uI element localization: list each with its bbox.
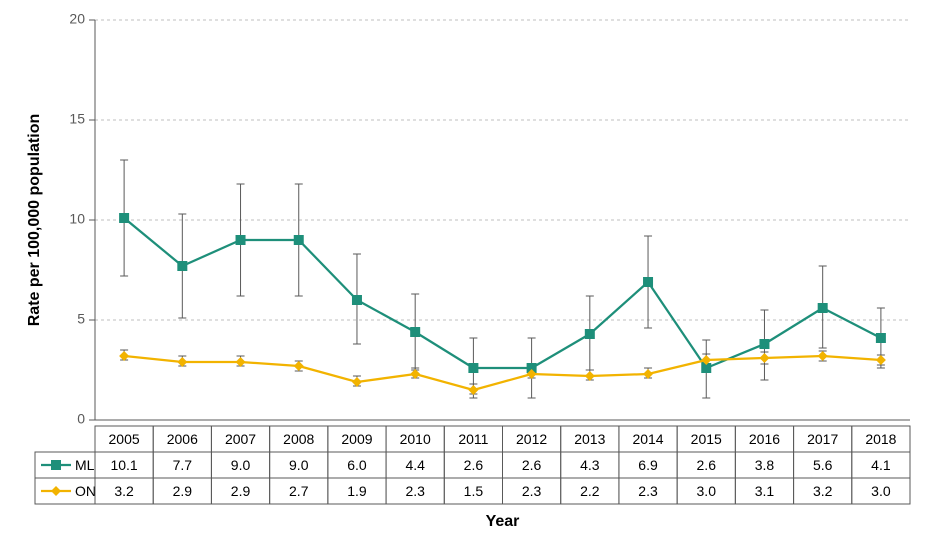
svg-text:4.3: 4.3 xyxy=(580,457,600,473)
svg-text:6.9: 6.9 xyxy=(638,457,658,473)
svg-text:4.1: 4.1 xyxy=(871,457,891,473)
svg-text:2018: 2018 xyxy=(865,431,896,447)
svg-text:2005: 2005 xyxy=(109,431,140,447)
svg-text:2.6: 2.6 xyxy=(522,457,542,473)
svg-text:1.5: 1.5 xyxy=(464,483,484,499)
svg-text:2008: 2008 xyxy=(283,431,314,447)
svg-text:ML: ML xyxy=(75,457,95,473)
svg-text:15: 15 xyxy=(69,111,85,127)
svg-text:2012: 2012 xyxy=(516,431,547,447)
svg-text:3.0: 3.0 xyxy=(871,483,891,499)
svg-text:2.7: 2.7 xyxy=(289,483,309,499)
svg-text:3.8: 3.8 xyxy=(755,457,775,473)
svg-text:3.2: 3.2 xyxy=(813,483,833,499)
svg-text:10.1: 10.1 xyxy=(110,457,137,473)
svg-text:2.3: 2.3 xyxy=(405,483,425,499)
svg-text:2006: 2006 xyxy=(167,431,198,447)
svg-text:2.6: 2.6 xyxy=(464,457,484,473)
svg-text:2010: 2010 xyxy=(400,431,431,447)
svg-text:7.7: 7.7 xyxy=(173,457,193,473)
svg-text:2016: 2016 xyxy=(749,431,780,447)
svg-text:0: 0 xyxy=(77,411,85,427)
svg-text:2011: 2011 xyxy=(458,431,488,447)
svg-text:10: 10 xyxy=(69,211,85,227)
chart-svg: 0 5 10 15 20 Rate per 100,000 population 2005 2… xyxy=(0,0,930,558)
svg-text:5.6: 5.6 xyxy=(813,457,833,473)
svg-text:2.6: 2.6 xyxy=(697,457,717,473)
svg-text:ON: ON xyxy=(75,483,96,499)
svg-text:2009: 2009 xyxy=(341,431,372,447)
svg-text:2.9: 2.9 xyxy=(231,483,251,499)
svg-text:20: 20 xyxy=(69,11,85,27)
svg-text:2.9: 2.9 xyxy=(173,483,193,499)
svg-text:4.4: 4.4 xyxy=(405,457,425,473)
svg-text:Year: Year xyxy=(486,513,520,530)
svg-text:9.0: 9.0 xyxy=(231,457,251,473)
svg-text:6.0: 6.0 xyxy=(347,457,367,473)
svg-text:3.2: 3.2 xyxy=(114,483,134,499)
svg-text:3.0: 3.0 xyxy=(697,483,717,499)
svg-text:3.1: 3.1 xyxy=(755,483,775,499)
rate-chart: 0 5 10 15 20 Rate per 100,000 population 2005 2… xyxy=(0,0,930,558)
svg-text:2.2: 2.2 xyxy=(580,483,600,499)
svg-text:2017: 2017 xyxy=(807,431,838,447)
svg-text:2007: 2007 xyxy=(225,431,256,447)
svg-text:Rate per 100,000 population: Rate per 100,000 population xyxy=(26,114,43,327)
svg-text:9.0: 9.0 xyxy=(289,457,309,473)
svg-text:1.9: 1.9 xyxy=(347,483,367,499)
svg-text:5: 5 xyxy=(77,311,85,327)
svg-text:2014: 2014 xyxy=(632,431,663,447)
svg-text:2.3: 2.3 xyxy=(522,483,542,499)
svg-text:2013: 2013 xyxy=(574,431,605,447)
svg-text:2015: 2015 xyxy=(691,431,722,447)
svg-text:2.3: 2.3 xyxy=(638,483,658,499)
